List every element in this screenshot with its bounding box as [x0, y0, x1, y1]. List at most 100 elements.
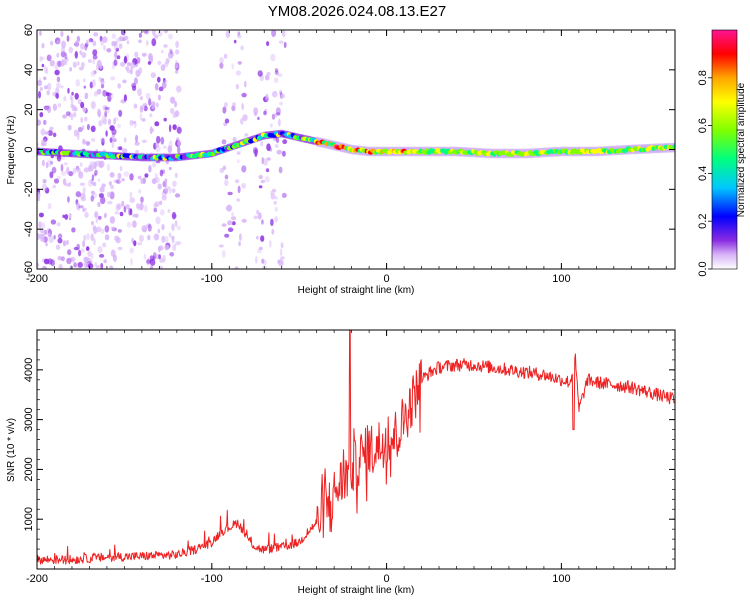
spectrogram-noise-mark [92, 181, 97, 187]
spectrogram-noise-mark [88, 165, 91, 173]
spectrogram-noise-mark [109, 137, 113, 143]
spectrogram-noise-mark [280, 93, 286, 99]
spectrogram-noise-mark [126, 221, 132, 228]
spectrogram-noise-mark [63, 95, 67, 102]
spectrogram-noise-mark [253, 147, 258, 155]
spectrogram-noise-mark [98, 193, 104, 198]
spectrogram-noise-mark [69, 67, 72, 72]
spectrogram-noise-mark [270, 53, 276, 62]
spectrogram-noise-mark [266, 71, 271, 76]
spectrogram-noise-mark [244, 133, 249, 137]
spectrogram-noise-mark [67, 87, 70, 94]
spectrogram-noise-mark [135, 69, 141, 78]
spectrogram-noise-mark [97, 178, 101, 182]
spectrogram-noise-mark [58, 263, 63, 269]
spectrogram-noise-mark [82, 240, 85, 248]
spectrogram-noise-mark [61, 58, 65, 67]
spectrogram-noise-mark [137, 242, 143, 246]
spectrogram-noise-mark [146, 258, 150, 266]
spectrogram-noise-mark [65, 111, 71, 117]
spectrogram-noise-mark [154, 201, 160, 208]
spectrogram-noise-mark [224, 102, 228, 108]
spectrogram-noise-mark [138, 189, 142, 194]
spectrogram-noise-mark [163, 117, 167, 122]
spectrogram-noise-mark [56, 40, 61, 45]
spectrogram-noise-mark [48, 236, 54, 243]
spectrogram-noise-mark [78, 171, 84, 179]
spectrogram-noise-mark [93, 226, 98, 235]
spectrogram-noise-mark [64, 214, 69, 220]
spectrogram-noise-mark [238, 241, 241, 247]
spectrogram-noise-mark [62, 240, 67, 247]
spectrogram-noise-mark [106, 191, 111, 198]
spectrogram-noise-mark [37, 196, 41, 202]
spectrogram-noise-mark [85, 257, 91, 262]
colorbar-tick-label: 0.6 [697, 118, 709, 133]
spectrogram-noise-mark [278, 40, 284, 44]
spectrogram-noise-mark [81, 61, 85, 68]
spectrogram-noise-mark [123, 57, 128, 64]
figure-title: YM08.2026.024.08.13.E27 [268, 3, 446, 20]
spectrogram-noise-mark [80, 43, 85, 50]
spectrogram-noise-mark [55, 87, 60, 95]
spectrogram-noise-mark [60, 256, 65, 262]
spectrogram-noise-mark [123, 137, 127, 143]
spectrogram-noise-mark [171, 223, 175, 232]
spectrogram-noise-mark [222, 106, 227, 114]
colorbar-label: Normalized spectral amplitude [736, 82, 747, 217]
spectrogram-noise-mark [81, 125, 85, 130]
spectrogram-noise-mark [274, 77, 279, 84]
spectrogram-noise-mark [102, 90, 108, 97]
spectrogram-noise-mark [118, 43, 123, 49]
spectrogram-noise-mark [264, 94, 270, 103]
spectrogram-noise-mark [176, 126, 182, 134]
spectrogram-noise-mark [236, 151, 241, 155]
spectrogram-noise-mark [126, 62, 131, 67]
spectrogram-noise-mark [95, 265, 102, 269]
spectrogram-noise-mark [41, 139, 45, 147]
spectrogram-noise-mark [118, 109, 123, 117]
spectrogram-noise-mark [168, 166, 172, 171]
spectrogram-noise-mark [157, 76, 161, 83]
spectrogram-noise-mark [241, 218, 247, 223]
spectrogram-noise-mark [143, 204, 148, 213]
spectrogram-noise-mark [92, 49, 98, 56]
spectrogram-noise-mark [141, 52, 147, 57]
spectrogram-noise-mark [135, 149, 140, 154]
spectrogram-noise-mark [43, 65, 47, 74]
spectrogram-ytick-label: -20 [23, 181, 35, 197]
spectrogram-noise-mark [278, 118, 281, 127]
spectrogram-noise-mark [111, 227, 118, 232]
spectrogram-noise-mark [100, 39, 104, 47]
spectrogram-noise-mark [84, 116, 88, 122]
spectrogram-noise-mark [97, 112, 101, 117]
spectrogram-noise-mark [121, 178, 125, 182]
spectrogram-noise-mark [274, 68, 279, 73]
snr-xtick-label: 100 [552, 573, 570, 585]
spectrogram-noise-mark [280, 242, 284, 249]
spectrogram-noise-mark [103, 259, 107, 264]
spectrogram-noise-mark [157, 94, 161, 101]
spectrogram-noise-mark [110, 76, 116, 81]
spectrogram-noise-mark [45, 162, 49, 169]
spectrogram-noise-mark [52, 132, 57, 138]
spectrogram-noise-mark [117, 229, 122, 233]
spectrogram-noise-mark [168, 33, 173, 40]
spectrogram-noise-mark [263, 110, 267, 116]
spectrogram-noise-mark [168, 140, 173, 149]
spectrogram-noise-mark [37, 119, 41, 126]
spectrogram-noise-mark [235, 83, 239, 90]
spectrogram-noise-mark [104, 110, 108, 118]
spectrogram-noise-mark [238, 233, 242, 242]
spectrogram-noise-mark [81, 52, 87, 58]
spectrogram-noise-mark [171, 188, 176, 193]
spectrogram-noise-mark [279, 89, 282, 96]
spectrogram-noise-mark [175, 70, 179, 74]
spectrogram-noise-mark [62, 114, 67, 119]
spectrogram-noise-mark [128, 207, 131, 216]
spectrogram-noise-mark [99, 35, 103, 42]
spectrogram-noise-mark [79, 182, 86, 186]
spectrogram-noise-mark [157, 228, 161, 234]
spectrogram-noise-mark [93, 32, 99, 37]
spectrogram-noise-mark [93, 70, 97, 75]
